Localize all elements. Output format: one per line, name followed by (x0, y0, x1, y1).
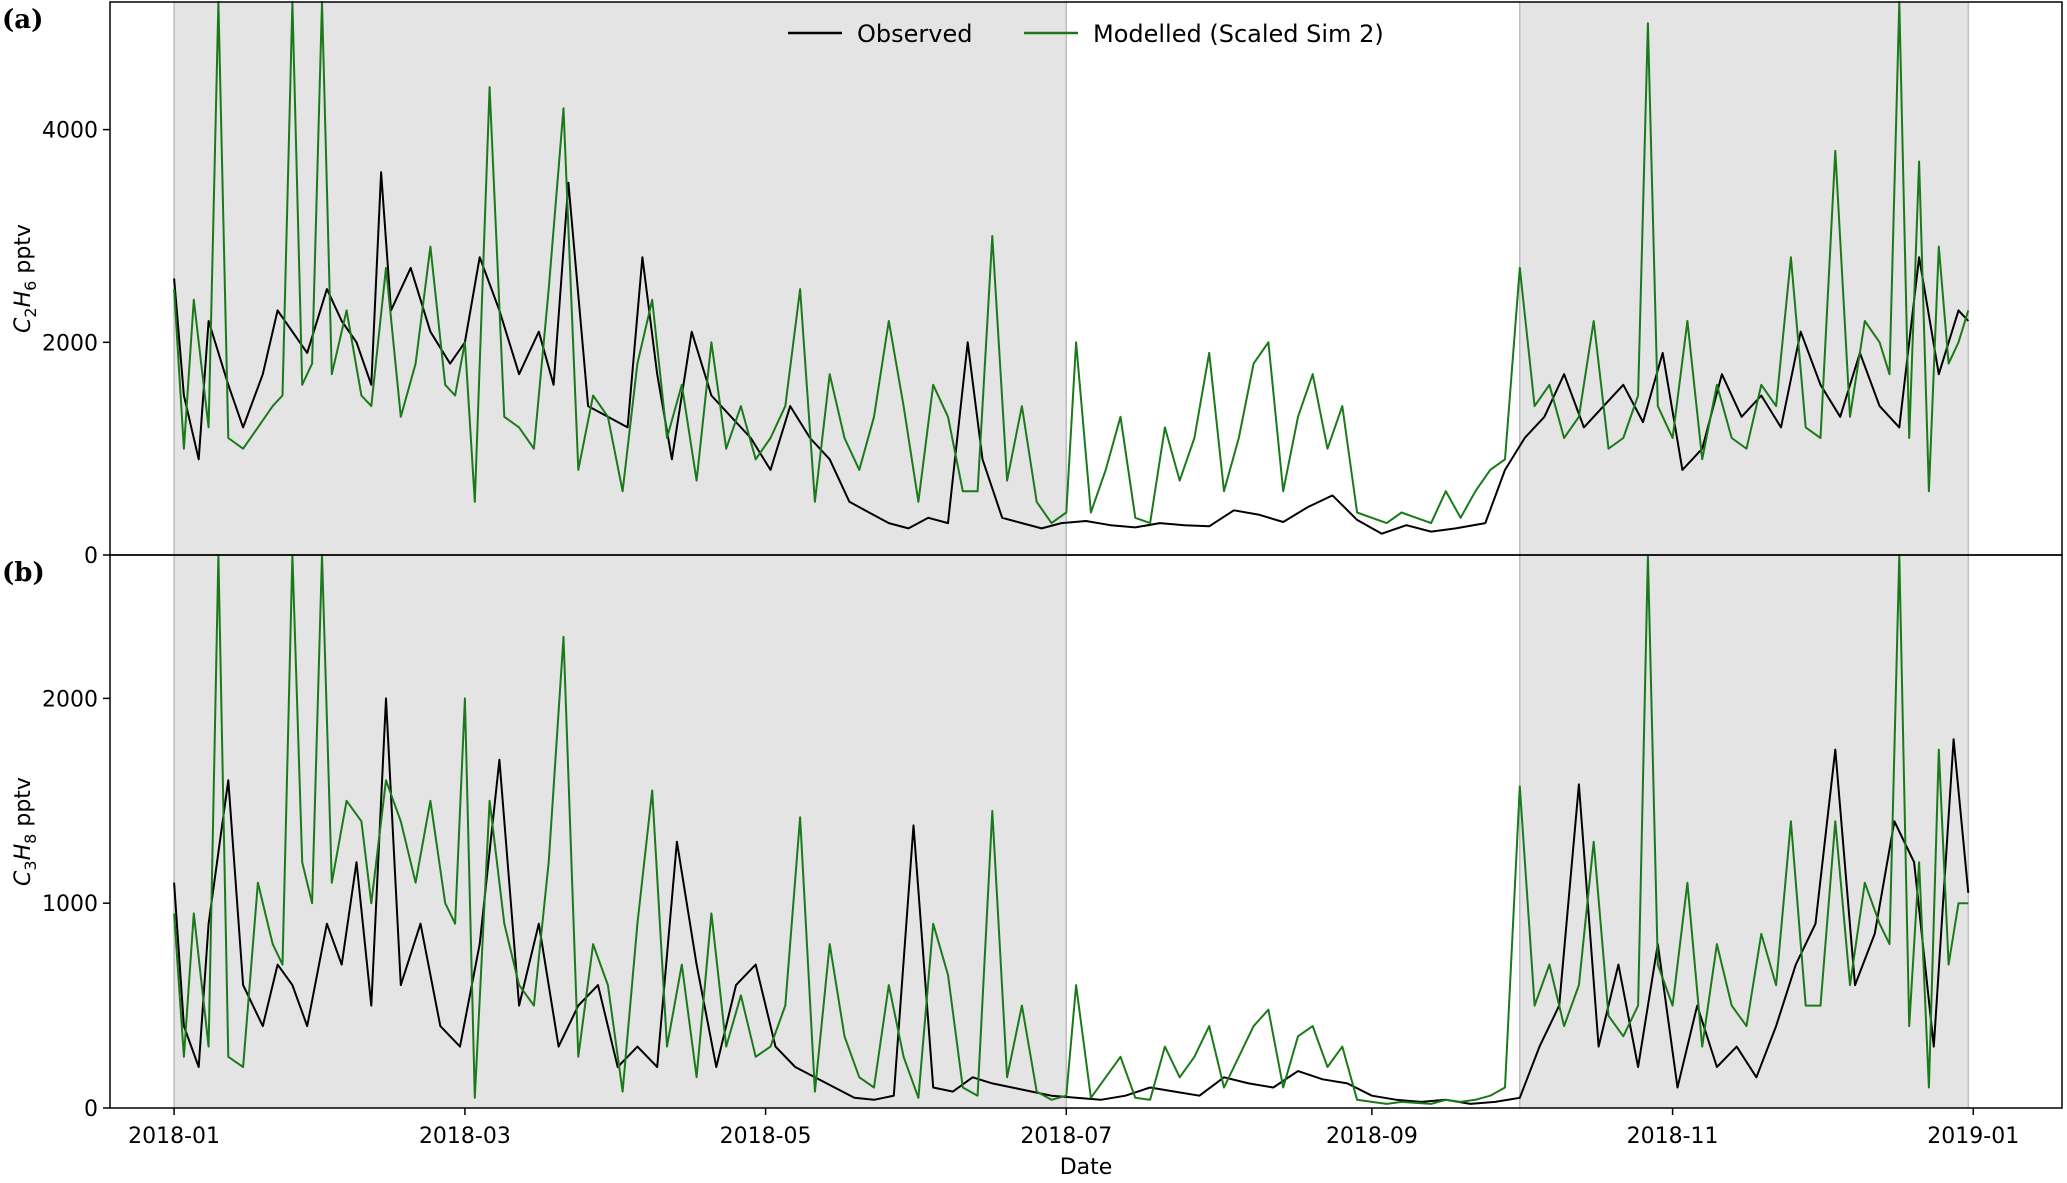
y-tick-label: 2000 (42, 331, 98, 356)
panel-label: (a) (2, 5, 43, 35)
frame-layer (109, 1, 2063, 1109)
x-tick-label: 2018-01 (128, 1124, 220, 1149)
legend-modelled-label: Modelled (Scaled Sim 2) (1093, 20, 1384, 48)
x-tick-label: 2019-01 (1927, 1124, 2019, 1149)
x-tick-label: 2018-05 (720, 1124, 812, 1149)
legend-observed-label: Observed (857, 20, 972, 48)
y-tick-label: 4000 (42, 119, 98, 144)
x-axis-label: Date (1060, 1155, 1113, 1179)
legend: Observed Modelled (Scaled Sim 2) (788, 20, 1384, 48)
axes-layer (103, 128, 1975, 1115)
x-tick-label: 2018-09 (1326, 1124, 1418, 1149)
y-tick-label: 1000 (42, 892, 98, 917)
x-tick-label: 2018-03 (419, 1124, 511, 1149)
y-axis-label: C2H6 pptv (11, 224, 40, 333)
y-tick-label: 0 (84, 1097, 98, 1122)
shaded-period-1-1 (174, 2, 1067, 555)
series-line-modelled-panel-1 (173, 1, 1970, 525)
y-tick-label: 2000 (42, 687, 98, 712)
series-line-observed-panel-2 (173, 697, 1970, 1105)
panel-label: (b) (2, 558, 45, 588)
series-line-modelled-panel-2 (173, 554, 1969, 1105)
shaded-period-1-2 (1519, 2, 1969, 555)
panel-frame (109, 554, 2063, 1109)
y-axis-label: C3H8 pptv (11, 777, 40, 886)
shaded-period-2-1 (174, 555, 1067, 1108)
series-layer (173, 1, 1970, 1105)
x-tick-label: 2018-07 (1020, 1124, 1112, 1149)
x-tick-label: 2018-11 (1627, 1124, 1719, 1149)
series-line-observed-panel-1 (173, 171, 1970, 535)
y-tick-label: 0 (84, 544, 98, 569)
text-layer: 0 2000 4000 (a) C2H6 pptv 0 1000 2000 (b) C3H8 pp… (2, 5, 2019, 1180)
